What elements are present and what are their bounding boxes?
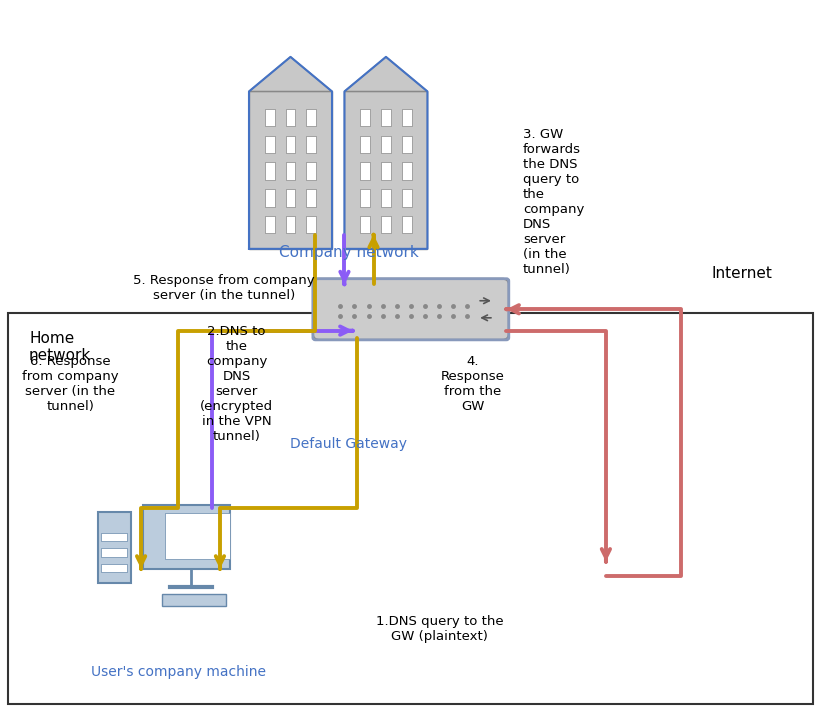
FancyBboxPatch shape — [286, 163, 295, 180]
Text: Home
network: Home network — [29, 331, 91, 363]
Polygon shape — [162, 594, 226, 606]
FancyBboxPatch shape — [306, 189, 316, 207]
FancyBboxPatch shape — [360, 109, 370, 126]
FancyBboxPatch shape — [360, 136, 370, 153]
FancyBboxPatch shape — [381, 109, 391, 126]
FancyBboxPatch shape — [265, 189, 275, 207]
FancyBboxPatch shape — [286, 136, 295, 153]
FancyBboxPatch shape — [360, 163, 370, 180]
FancyBboxPatch shape — [249, 92, 332, 249]
FancyBboxPatch shape — [381, 136, 391, 153]
FancyBboxPatch shape — [306, 136, 316, 153]
FancyBboxPatch shape — [360, 216, 370, 233]
FancyBboxPatch shape — [98, 512, 131, 583]
Text: 6. Response
from company
server (in the
tunnel): 6. Response from company server (in the … — [22, 355, 119, 413]
Text: Internet: Internet — [711, 266, 772, 282]
FancyBboxPatch shape — [381, 189, 391, 207]
Text: 3. GW
forwards
the DNS
query to
the
company
DNS
server
(in the
tunnel): 3. GW forwards the DNS query to the comp… — [523, 128, 584, 276]
FancyBboxPatch shape — [360, 189, 370, 207]
FancyBboxPatch shape — [402, 216, 412, 233]
Polygon shape — [249, 57, 332, 92]
FancyBboxPatch shape — [286, 216, 295, 233]
FancyBboxPatch shape — [164, 513, 230, 559]
FancyBboxPatch shape — [265, 136, 275, 153]
FancyBboxPatch shape — [101, 533, 128, 541]
Text: Company network: Company network — [279, 245, 418, 260]
FancyBboxPatch shape — [265, 216, 275, 233]
FancyBboxPatch shape — [286, 189, 295, 207]
FancyBboxPatch shape — [402, 189, 412, 207]
Text: 2.DNS to
the
company
DNS
server
(encrypted
in the VPN
tunnel): 2.DNS to the company DNS server (encrypt… — [200, 325, 273, 443]
FancyBboxPatch shape — [306, 216, 316, 233]
FancyBboxPatch shape — [381, 216, 391, 233]
Text: 4.
Response
from the
GW: 4. Response from the GW — [442, 355, 505, 413]
Text: User's company machine: User's company machine — [91, 665, 266, 679]
FancyBboxPatch shape — [306, 109, 316, 126]
FancyBboxPatch shape — [402, 109, 412, 126]
FancyBboxPatch shape — [265, 163, 275, 180]
Polygon shape — [344, 57, 427, 92]
FancyBboxPatch shape — [381, 163, 391, 180]
Text: 5. Response from company
server (in the tunnel): 5. Response from company server (in the … — [134, 274, 315, 302]
FancyBboxPatch shape — [101, 564, 128, 572]
FancyBboxPatch shape — [344, 92, 427, 249]
FancyBboxPatch shape — [286, 109, 295, 126]
Text: Default Gateway: Default Gateway — [290, 437, 407, 451]
FancyBboxPatch shape — [402, 136, 412, 153]
FancyBboxPatch shape — [313, 279, 509, 340]
FancyBboxPatch shape — [8, 313, 813, 704]
FancyBboxPatch shape — [265, 109, 275, 126]
Text: 1.DNS query to the
GW (plaintext): 1.DNS query to the GW (plaintext) — [376, 615, 504, 643]
FancyBboxPatch shape — [101, 548, 128, 557]
FancyBboxPatch shape — [306, 163, 316, 180]
FancyBboxPatch shape — [144, 505, 231, 569]
FancyBboxPatch shape — [402, 163, 412, 180]
